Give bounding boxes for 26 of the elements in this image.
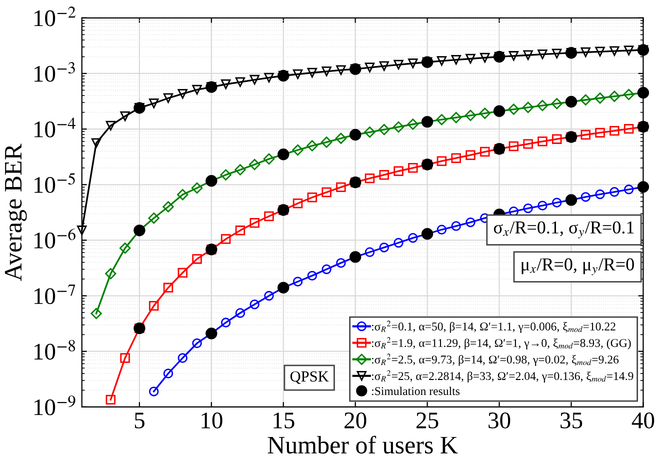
legend-label: :σ$_{R}$$^{2}$=25, α=2.2814, β=33, Ω′=2.04, γ=0.136, ξ$_{mod}$=14.9 [372, 370, 634, 382]
x-tick-label: 20 [344, 412, 366, 428]
y-tick-label: 10$^{−3}$ [34, 62, 75, 82]
x-tick-label: 35 [560, 412, 582, 428]
annotation: σ$_{x}$/R=0.1, σ$_{y}$/R=0.1 [494, 221, 634, 238]
annotation: μ$_{x}$/R=0, μ$_{y}$/R=0 [522, 258, 634, 276]
y-tick-label: 10$^{−6}$ [34, 228, 76, 248]
y-tick-label: 10$^{−8}$ [34, 340, 76, 360]
y-tick-label: 10$^{−2}$ [34, 6, 76, 26]
legend-label: :σ$_{R}$$^{2}$=2.5, α=9.73, β=14, Ω′=0.98, γ=0.02, ξ$_{mod}$=9.26 [372, 354, 619, 366]
x-tick-label: 30 [488, 412, 510, 428]
x-tick-label: 15 [274, 412, 294, 428]
legend-label: :Simulation results [372, 386, 460, 396]
y-tick-label: 10$^{−9}$ [34, 396, 76, 416]
x-tick-label: 25 [416, 412, 438, 428]
x-tick-label: 10 [202, 412, 222, 428]
x-tick-label: 5 [134, 412, 144, 428]
legend-label: :σ$_{R}$$^{2}$=0.1, α=50, β=14, Ω′=1.1, γ=0.006, ξ$_{mod}$=10.22 [372, 320, 616, 333]
y-tick-label: 10$^{−7}$ [34, 284, 76, 304]
x-axis-title: Number of users K [268, 436, 458, 454]
y-tick-label: 10$^{−4}$ [34, 118, 76, 138]
x-tick-label: 40 [632, 412, 654, 428]
y-tick-label: 10$^{−5}$ [34, 172, 75, 193]
annotation: QPSK [290, 371, 329, 384]
y-axis-title: Average BER [4, 144, 27, 282]
legend-label: :σ$_{R}$$^{2}$=1.9, α=11.29, β=14, Ω′=1, γ→0, ξ$_{mod}$=8.93, (GG) [372, 337, 631, 350]
